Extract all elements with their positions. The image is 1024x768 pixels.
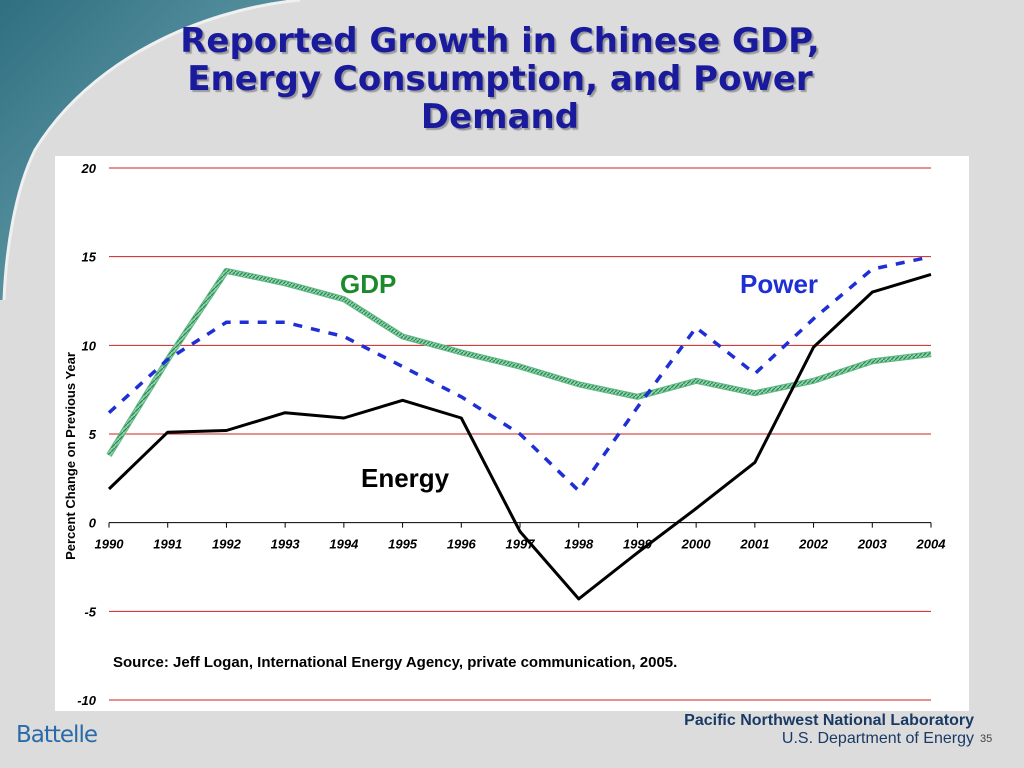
x-tick-label: 1999	[623, 537, 653, 552]
slide-title: Reported Growth in Chinese GDP, Energy C…	[180, 21, 820, 137]
gridlines	[109, 167, 931, 701]
series-label-energy: Energy	[361, 463, 450, 493]
y-axis-label: Percent Change on Previous Year	[63, 352, 78, 560]
x-tick-label: 1992	[212, 537, 242, 552]
series-label-power: Power	[740, 269, 818, 299]
x-tick-label: 2002	[798, 537, 829, 552]
tick-labels: -10 -5 0 5 10 15 20 1990 1991 1992 1993 1994 1995 199…	[77, 161, 946, 708]
x-tick-label: 1993	[271, 537, 301, 552]
x-tick-label: 1997	[506, 537, 536, 552]
axes	[108, 522, 932, 528]
series-line-energy	[107, 272, 932, 601]
y-tick-label: -10	[77, 693, 97, 708]
page-number: 35	[980, 733, 993, 745]
chart-source-note: Source: Jeff Logan, International Energy…	[113, 654, 678, 671]
y-tick-label: 10	[82, 338, 97, 353]
y-tick-label: 20	[81, 161, 97, 176]
x-tick-label: 1998	[564, 537, 594, 552]
background-swoosh	[0, 0, 301, 301]
x-tick-label: 2001	[739, 537, 769, 552]
footer-lab-credit: Pacific Northwest National Laboratory U.…	[684, 712, 974, 748]
y-tick-label: 15	[82, 250, 97, 265]
x-tick-label: 1995	[388, 537, 418, 552]
lab-name: Pacific Northwest National Laboratory	[684, 712, 974, 729]
y-tick-label: 5	[89, 427, 97, 442]
x-tick-label: 1990	[95, 537, 125, 552]
series-label-gdp: GDP	[340, 269, 396, 299]
y-tick-label: 0	[89, 516, 97, 531]
chart-panel: -10 -5 0 5 10 15 20 1990 1991 1992 1993 1994 1995 199…	[55, 156, 969, 711]
x-tick-label: 1994	[329, 537, 359, 552]
series-line-power	[107, 254, 932, 494]
x-tick-label: 2000	[681, 537, 712, 552]
y-tick-label: -5	[84, 604, 96, 619]
x-tick-label: 1996	[447, 537, 477, 552]
x-tick-label: 2004	[916, 537, 947, 552]
series-lines	[106, 254, 932, 601]
doe-name: U.S. Department of Energy	[781, 730, 974, 747]
x-tick-label: 2003	[857, 537, 888, 552]
line-chart: -10 -5 0 5 10 15 20 1990 1991 1992 1993 1994 1995 199…	[63, 161, 946, 708]
x-tick-label: 1991	[153, 537, 182, 552]
battelle-logo: Battelle	[16, 722, 98, 748]
